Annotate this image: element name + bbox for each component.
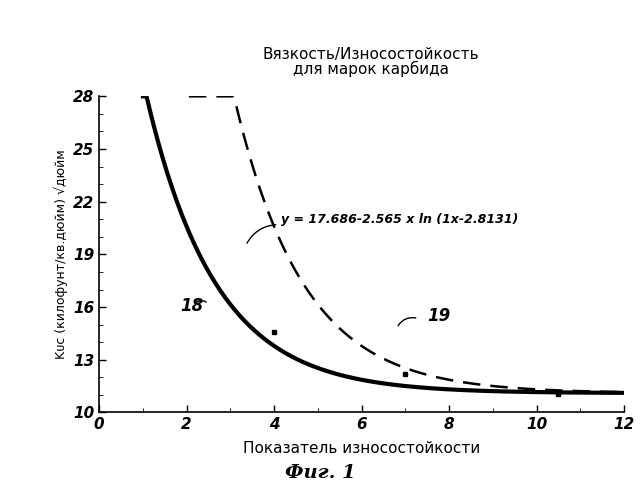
Text: 18: 18: [180, 296, 204, 315]
Text: Фиг. 1: Фиг. 1: [285, 464, 355, 482]
Text: для марок карбида: для марок карбида: [293, 60, 449, 77]
Text: Вязкость/Износостойкость: Вязкость/Износостойкость: [263, 47, 479, 62]
Y-axis label: Kᴜᴄ (килофунт/кв.дюйм) √дюйм: Kᴜᴄ (килофунт/кв.дюйм) √дюйм: [54, 150, 68, 359]
X-axis label: Показатель износостойкости: Показатель износостойкости: [243, 441, 480, 455]
Text: 19: 19: [428, 307, 451, 325]
Text: y = 17.686-2.565 x ln (1x-2.8131): y = 17.686-2.565 x ln (1x-2.8131): [281, 213, 518, 226]
